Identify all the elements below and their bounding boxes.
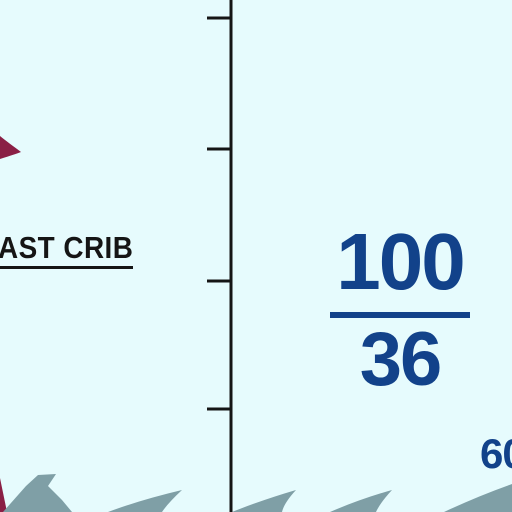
fraction-bar [330, 312, 470, 318]
fish-shape [330, 490, 392, 512]
maroon-tail-shape [0, 478, 7, 512]
fraction-numerator: 100 [336, 217, 465, 306]
fraction-denominator: 36 [359, 317, 443, 402]
corner-number: 60 [480, 430, 512, 477]
fraction-display: 100 36 [326, 222, 474, 398]
fish-shape [3, 474, 72, 512]
cut-label: AST CRIB [0, 231, 134, 269]
fish-shape [444, 484, 512, 512]
fish-shape [108, 490, 182, 512]
maroon-fin-shape [0, 136, 21, 159]
fish-shape [232, 490, 296, 512]
